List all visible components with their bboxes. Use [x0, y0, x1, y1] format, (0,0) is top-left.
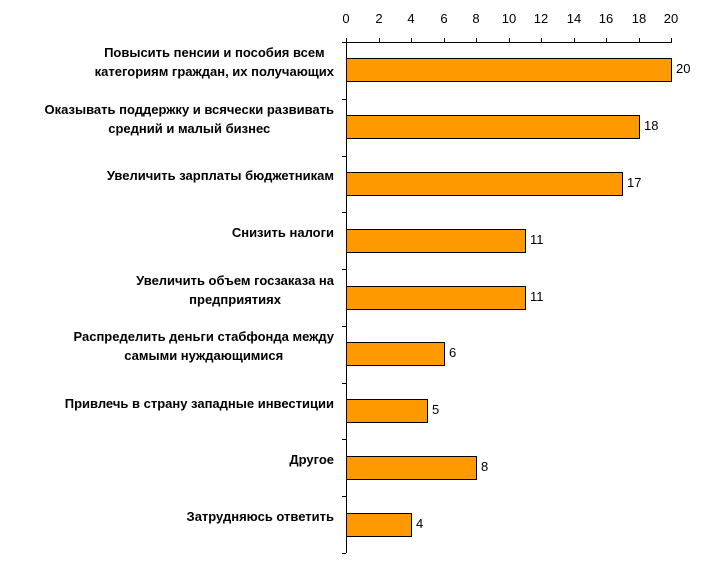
bar	[346, 456, 477, 480]
category-label-line: предприятиях	[189, 292, 281, 307]
x-tick-label: 20	[663, 11, 679, 26]
category-label: Увеличить зарплаты бюджетникам	[107, 166, 334, 185]
x-tick-mark	[379, 38, 380, 42]
x-tick-label: 16	[598, 11, 614, 26]
x-tick-label: 18	[631, 11, 647, 26]
bar-value-label: 5	[432, 402, 440, 417]
bar	[346, 513, 412, 537]
x-axis-line	[346, 42, 672, 43]
bar-value-label: 11	[530, 232, 544, 247]
bar	[346, 342, 445, 366]
category-label: Увеличить объем госзаказа на предприятиях	[136, 271, 334, 309]
x-tick-mark	[444, 38, 445, 42]
category-label: Затрудняюсь ответить	[187, 507, 334, 526]
bar-value-label: 6	[449, 345, 457, 360]
category-label-line: Снизить налоги	[231, 225, 334, 240]
x-tick-mark	[411, 38, 412, 42]
x-tick-label: 4	[407, 11, 415, 26]
category-label: Повысить пенсии и пособия всем категориям…	[95, 43, 334, 81]
x-tick-label: 8	[472, 11, 480, 26]
bar	[346, 58, 672, 82]
y-tick-mark	[342, 326, 346, 327]
y-tick-mark	[342, 439, 346, 440]
y-tick-mark	[342, 269, 346, 270]
x-tick-mark	[639, 38, 640, 42]
category-label-line: самыми нуждающимися	[124, 348, 284, 363]
y-tick-mark	[342, 156, 346, 157]
category-label: Привлечь в страну западные инвестиции	[65, 394, 334, 413]
category-label-line: категориям граждан, их получающих	[94, 64, 334, 79]
category-label-line: Распределить деньги стабфонда между	[73, 329, 334, 344]
bar-value-label: 4	[416, 516, 424, 531]
x-tick-mark	[574, 38, 575, 42]
category-label-line: Затрудняюсь ответить	[186, 509, 334, 524]
x-tick-mark	[541, 38, 542, 42]
category-label: Распределить деньги стабфонда между самым…	[73, 327, 334, 365]
y-tick-mark	[342, 212, 346, 213]
bar	[346, 115, 640, 139]
x-tick-label: 6	[440, 11, 448, 26]
x-tick-label: 0	[342, 11, 350, 26]
bar	[346, 172, 623, 196]
bar-value-label: 18	[644, 118, 659, 133]
y-tick-mark	[342, 553, 346, 554]
y-tick-mark	[342, 496, 346, 497]
x-tick-label: 2	[375, 11, 383, 26]
bar-value-label: 8	[481, 459, 489, 474]
category-label-line: Увеличить зарплаты бюджетникам	[106, 168, 334, 183]
y-tick-mark	[342, 42, 346, 43]
x-tick-mark	[346, 38, 347, 42]
category-label-line: средний и малый бизнес	[108, 121, 271, 136]
category-label: Оказывать поддержку и всячески развивать…	[45, 100, 335, 138]
bar-value-label: 17	[627, 175, 642, 190]
bar-value-label: 11	[530, 289, 544, 304]
category-label-line: Увеличить объем госзаказа на	[136, 273, 334, 288]
x-tick-label: 10	[501, 11, 517, 26]
x-tick-label: 14	[566, 11, 582, 26]
y-tick-mark	[342, 99, 346, 100]
category-label: Другое	[289, 450, 334, 469]
bar	[346, 229, 526, 253]
category-label-line: Оказывать поддержку и всячески развивать	[44, 102, 335, 117]
bar	[346, 399, 428, 423]
bar-value-label: 20	[676, 61, 691, 76]
category-label-line: Другое	[289, 452, 334, 467]
x-tick-mark	[606, 38, 607, 42]
y-tick-mark	[342, 383, 346, 384]
x-tick-mark	[509, 38, 510, 42]
x-tick-mark	[671, 38, 672, 42]
x-tick-label: 12	[533, 11, 549, 26]
bar	[346, 286, 526, 310]
x-tick-mark	[476, 38, 477, 42]
category-label-line: Повысить пенсии и пособия всем	[104, 45, 325, 60]
category-label: Снизить налоги	[232, 223, 334, 242]
category-label-line: Привлечь в страну западные инвестиции	[64, 396, 334, 411]
